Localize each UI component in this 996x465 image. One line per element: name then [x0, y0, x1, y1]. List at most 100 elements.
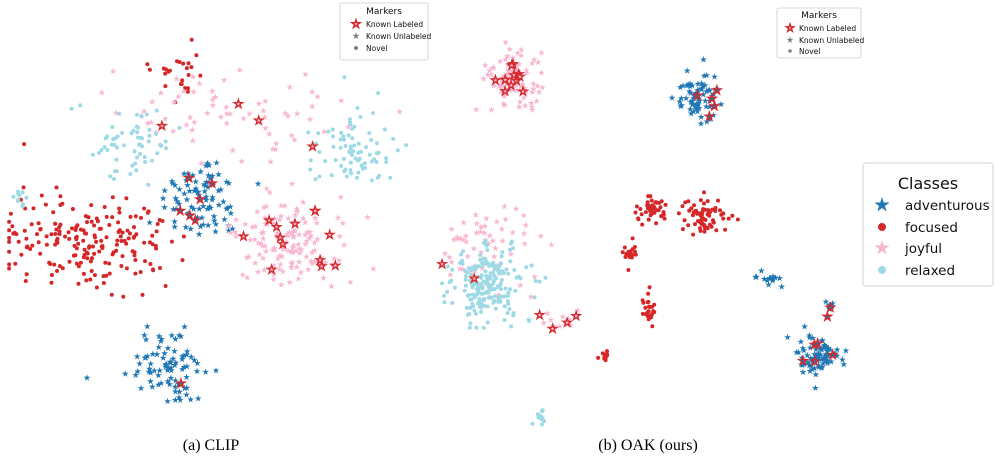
- data-point-star: [219, 198, 227, 205]
- data-point-star: [697, 120, 705, 127]
- data-point-circle: [498, 299, 503, 304]
- data-point-circle: [16, 239, 21, 244]
- data-point-circle: [461, 249, 466, 254]
- data-point-circle: [36, 221, 41, 226]
- data-point-star: [183, 373, 191, 381]
- data-point-star: [811, 384, 819, 392]
- data-point-circle: [501, 271, 506, 275]
- data-point-circle: [7, 239, 12, 244]
- data-point-star: [334, 214, 342, 221]
- data-point-circle: [474, 311, 478, 316]
- data-point-star: [136, 360, 144, 367]
- data-point-circle: [507, 247, 512, 252]
- data-point-circle: [364, 145, 368, 150]
- data-point-star: [109, 67, 117, 75]
- data-point-circle: [440, 281, 445, 286]
- data-point-circle: [107, 261, 112, 266]
- data-point-circle: [596, 355, 601, 360]
- data-point-circle: [641, 300, 646, 305]
- data-point-circle: [499, 278, 504, 282]
- data-point-star: [501, 202, 508, 210]
- data-point-circle: [663, 202, 668, 207]
- data-point-star: [472, 211, 480, 218]
- data-point-circle: [140, 136, 144, 141]
- data-point-circle: [120, 230, 125, 235]
- data-point-circle: [154, 229, 159, 234]
- data-point-circle: [469, 272, 473, 277]
- data-point-circle: [85, 256, 90, 261]
- data-point-circle: [159, 143, 164, 148]
- data-point-circle: [476, 288, 481, 293]
- data-point-star: [209, 101, 217, 109]
- data-point-circle: [136, 142, 141, 147]
- data-point-circle: [169, 239, 174, 244]
- data-point-circle: [508, 287, 512, 292]
- data-point-circle: [498, 287, 503, 292]
- data-point-circle: [146, 182, 151, 187]
- data-point-circle: [518, 276, 523, 281]
- data-point-circle: [348, 122, 353, 127]
- data-point-circle: [512, 268, 517, 272]
- data-point-circle: [343, 143, 348, 148]
- data-point-star: [180, 190, 188, 197]
- data-point-circle: [507, 307, 512, 311]
- data-point-circle: [484, 274, 489, 278]
- data-point-star: [183, 391, 190, 398]
- data-point-circle: [497, 271, 502, 276]
- data-point-circle: [147, 133, 152, 138]
- data-point-star: [245, 110, 253, 117]
- data-point-circle: [108, 174, 113, 179]
- data-point-circle: [676, 211, 681, 216]
- data-point-circle: [540, 408, 545, 413]
- known-labeled-point: [234, 100, 242, 108]
- data-point-circle: [120, 254, 125, 259]
- data-point-circle: [333, 158, 338, 163]
- data-point-circle: [475, 292, 480, 297]
- data-point-star: [537, 69, 545, 76]
- data-point-circle: [117, 111, 122, 116]
- data-point-star: [277, 281, 285, 288]
- data-point-star: [717, 100, 725, 108]
- data-point-circle: [404, 143, 409, 148]
- data-point-circle: [640, 311, 645, 316]
- data-point-circle: [496, 296, 501, 301]
- data-point-circle: [690, 213, 695, 218]
- data-point-circle: [76, 241, 81, 246]
- data-point-star: [460, 219, 468, 226]
- data-point-star: [502, 215, 509, 223]
- data-point-star: [183, 196, 191, 203]
- data-point-circle: [702, 201, 706, 206]
- data-point-circle: [698, 228, 703, 233]
- data-point-circle: [691, 232, 696, 237]
- data-point-circle: [135, 155, 139, 160]
- data-point-circle: [55, 269, 59, 273]
- data-point-star: [441, 250, 449, 257]
- data-point-circle: [391, 136, 396, 141]
- data-point-star: [470, 245, 478, 252]
- data-point-star: [171, 223, 179, 230]
- data-point-star: [490, 253, 498, 260]
- data-point-circle: [20, 190, 25, 195]
- data-point-circle: [442, 293, 447, 298]
- data-point-star: [520, 230, 528, 237]
- data-point-circle: [121, 294, 126, 299]
- data-point-circle: [115, 238, 120, 243]
- data-point-star: [537, 232, 545, 240]
- data-point-circle: [7, 266, 12, 271]
- data-point-star: [288, 180, 296, 187]
- data-point-circle: [652, 310, 657, 315]
- data-point-star: [262, 247, 270, 255]
- data-point-circle: [355, 175, 359, 180]
- data-point-circle: [527, 319, 532, 323]
- data-point-circle: [20, 202, 25, 207]
- data-point-circle: [375, 175, 380, 180]
- data-point-circle: [28, 247, 33, 251]
- data-point-star: [222, 103, 230, 111]
- data-point-circle: [480, 260, 485, 265]
- data-point-circle: [647, 285, 652, 290]
- data-point-circle: [97, 226, 102, 231]
- data-point-circle: [356, 170, 361, 175]
- data-point-star: [540, 319, 548, 326]
- data-point-star: [174, 93, 182, 100]
- data-point-circle: [649, 198, 654, 203]
